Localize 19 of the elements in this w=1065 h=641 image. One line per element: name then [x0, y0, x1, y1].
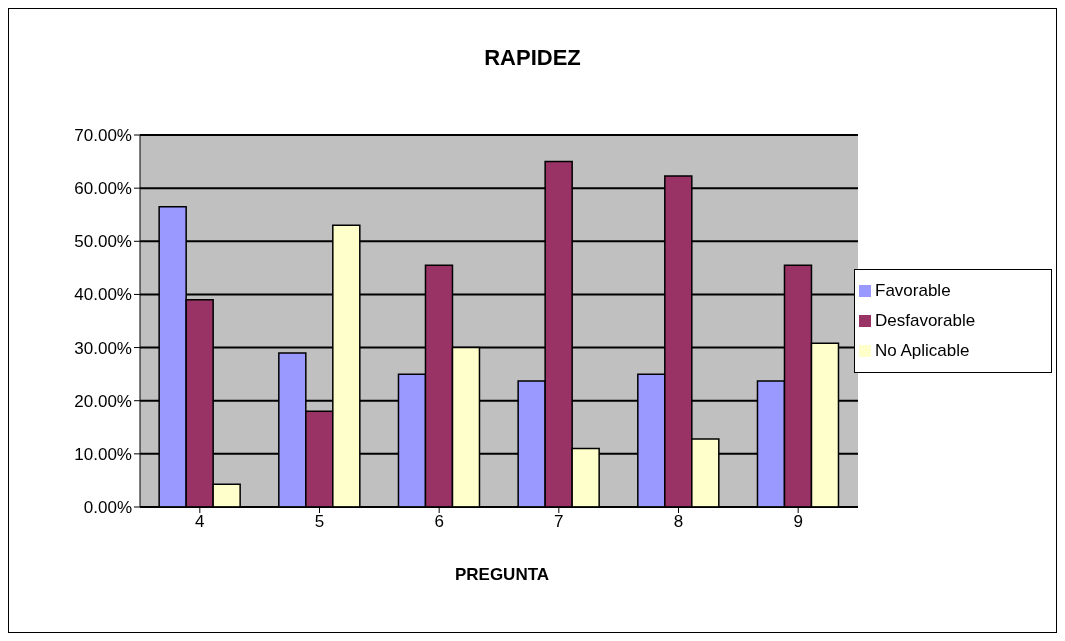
y-tick-label: 10.00% — [74, 444, 132, 464]
x-tick-label: 5 — [314, 512, 325, 532]
chart-title: RAPIDEZ — [483, 45, 582, 71]
x-axis-title: PREGUNTA — [453, 565, 551, 585]
legend-label: Desfavorable — [875, 310, 976, 330]
legend-label: Favorable — [875, 280, 951, 300]
x-tick-label: 7 — [554, 512, 564, 532]
x-tick-label: 6 — [434, 512, 444, 532]
legend-label: No Aplicable — [875, 340, 970, 360]
x-tick-label: 8 — [673, 512, 684, 532]
y-tick-label: 50.00% — [74, 232, 132, 252]
y-tick-label: 0.00% — [83, 498, 132, 518]
x-tick-label: 9 — [793, 512, 803, 532]
x-tick-label: 4 — [195, 512, 205, 532]
y-tick-label: 60.00% — [74, 179, 132, 199]
y-tick-label: 70.00% — [74, 126, 132, 146]
y-tick-label: 40.00% — [74, 285, 132, 305]
y-tick-label: 20.00% — [74, 391, 132, 411]
y-tick-label: 30.00% — [74, 338, 132, 358]
